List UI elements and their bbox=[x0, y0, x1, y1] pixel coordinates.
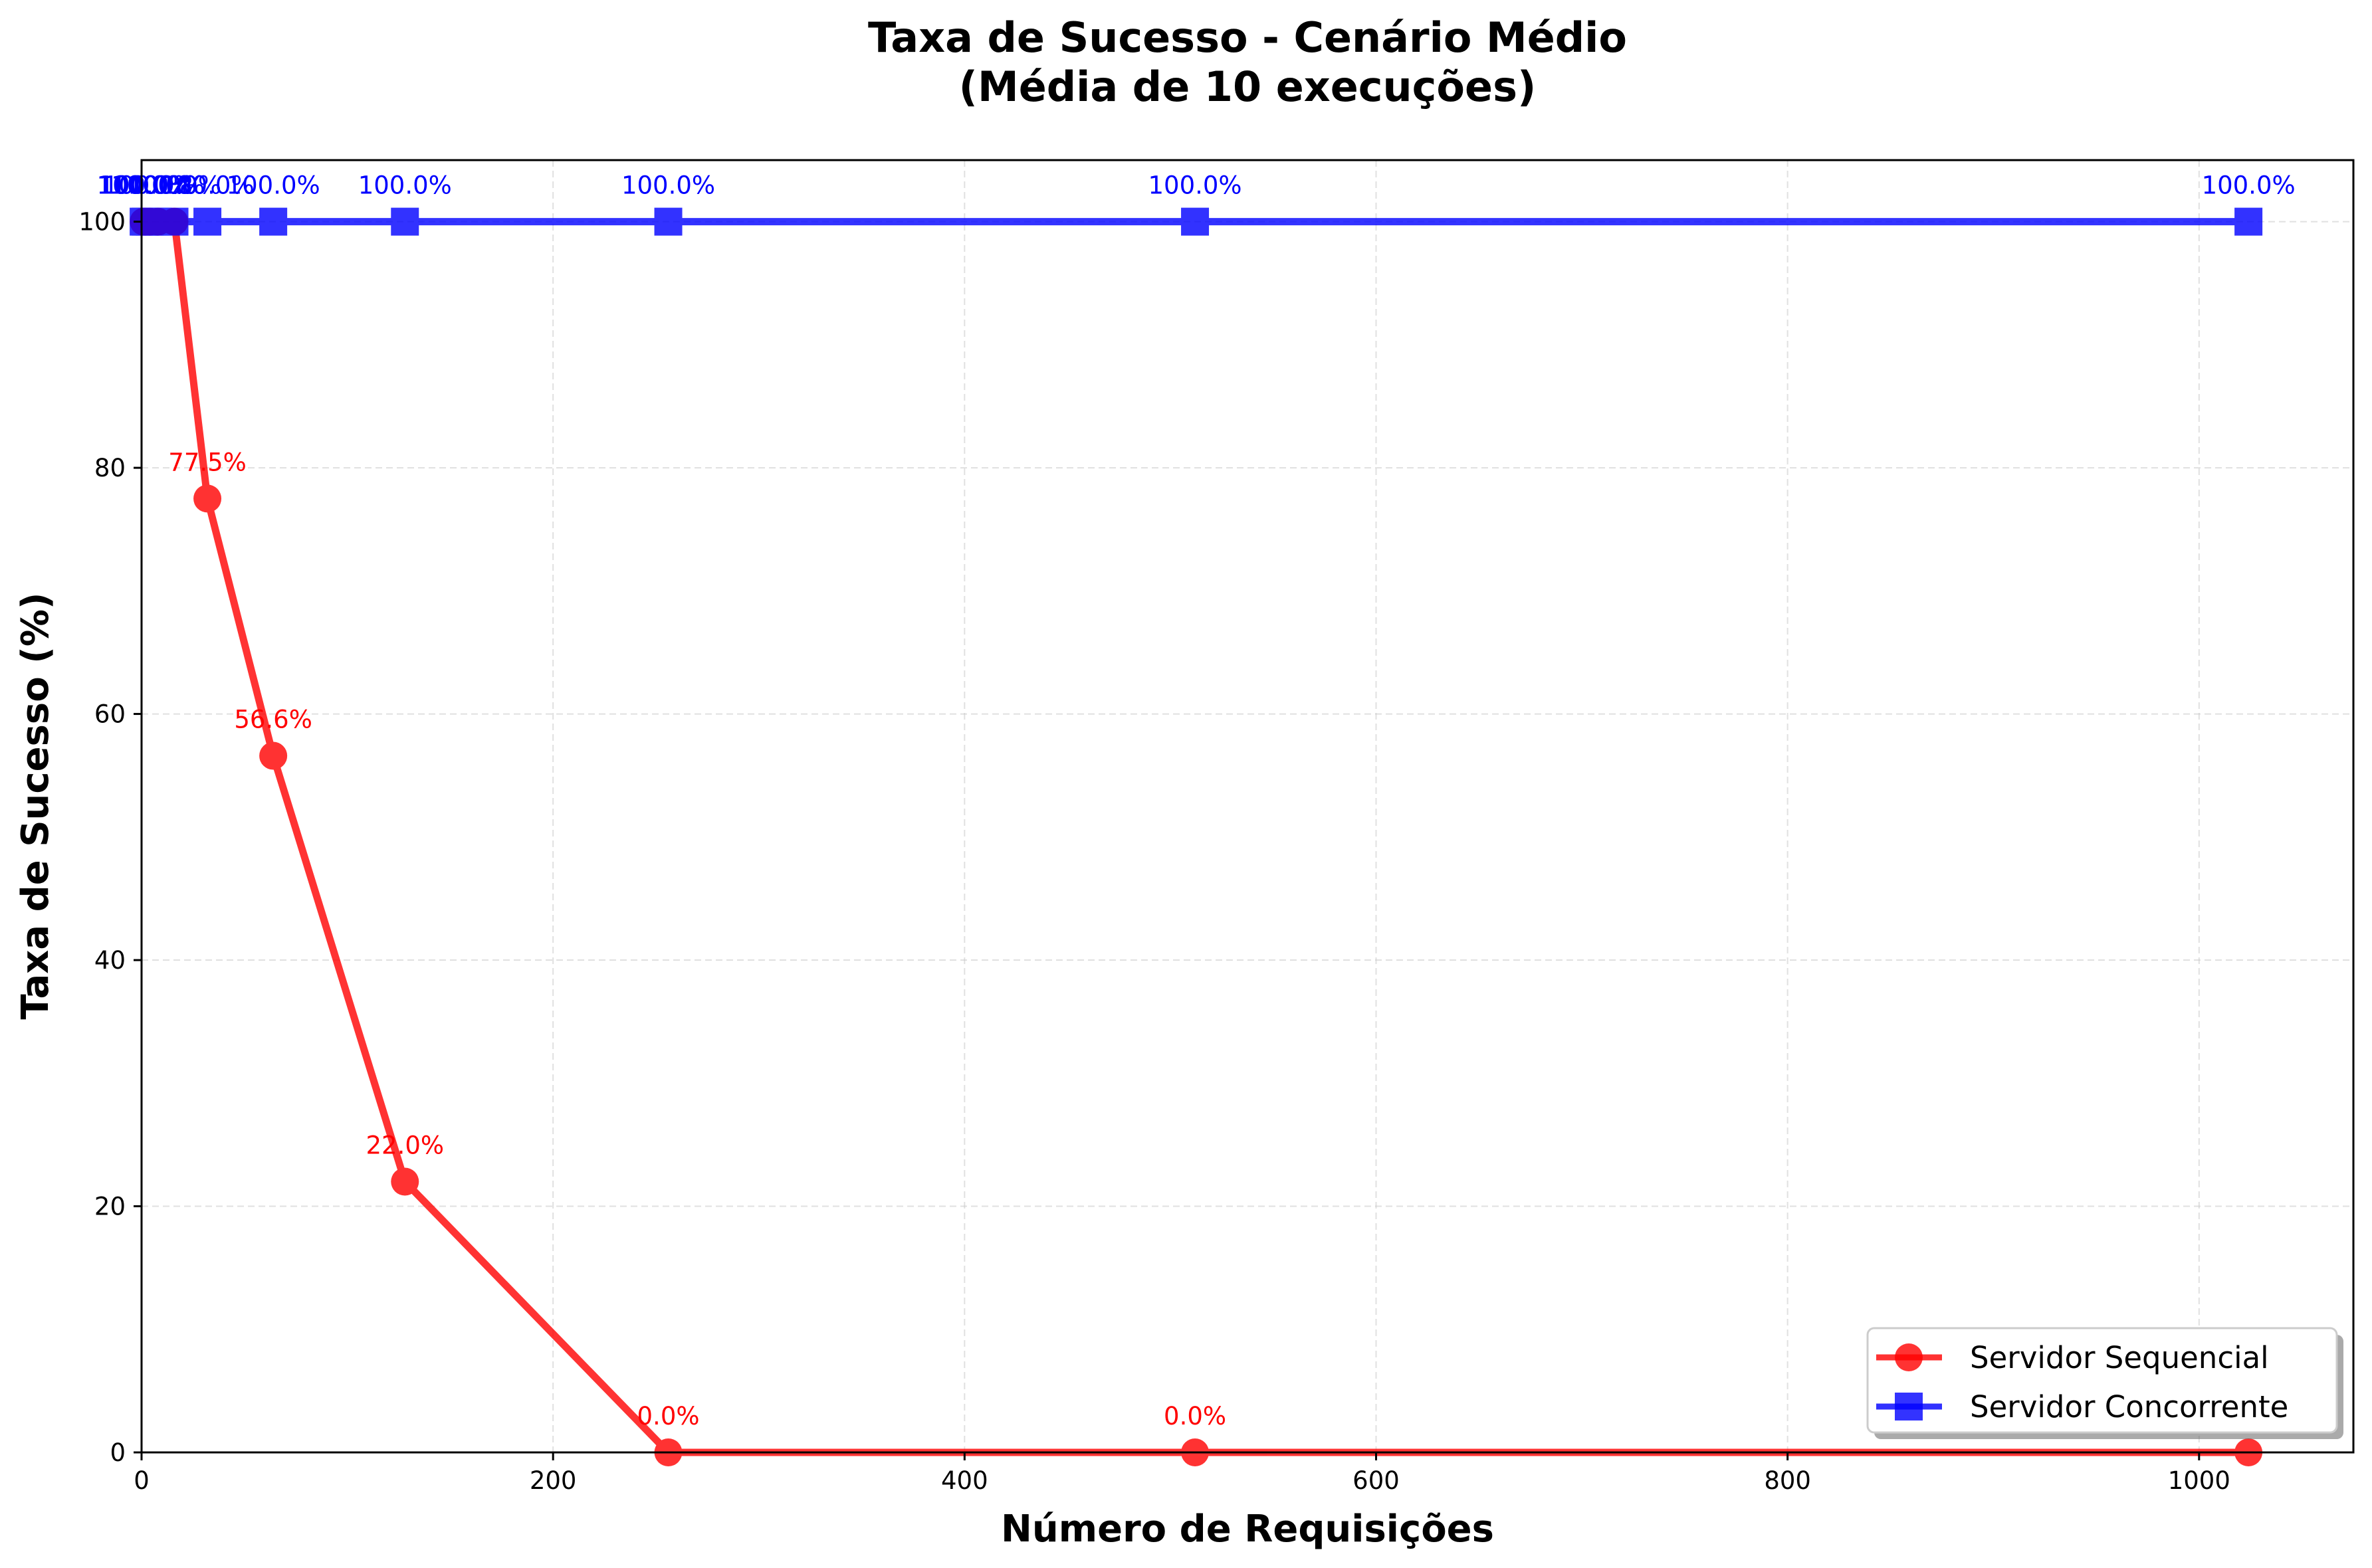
data-point bbox=[160, 207, 189, 236]
y-tick-label: 40 bbox=[94, 946, 126, 975]
data-label: 0.0% bbox=[1164, 1402, 1226, 1430]
data-label: 100.0% bbox=[99, 171, 193, 200]
data-label: 100.0% bbox=[161, 171, 255, 200]
x-tick-label: 400 bbox=[941, 1466, 988, 1495]
legend: Servidor Sequencial Servidor Concorrente bbox=[1866, 1327, 2343, 1439]
data-point bbox=[259, 207, 288, 236]
legend-box bbox=[1866, 1327, 2338, 1434]
data-label: 100.0% bbox=[111, 171, 205, 200]
data-label: 56.6% bbox=[234, 706, 312, 734]
data-point bbox=[2234, 207, 2263, 236]
legend-marker-sequencial bbox=[1895, 1343, 1923, 1371]
y-tick-label: 20 bbox=[94, 1193, 126, 1221]
x-tick-label: 600 bbox=[1352, 1466, 1400, 1495]
y-tick-label: 60 bbox=[94, 700, 126, 729]
data-label: 100.0% bbox=[1148, 171, 1242, 200]
data-point bbox=[259, 741, 288, 770]
chart-title: Taxa de Sucesso - Cenário Médio bbox=[868, 13, 1627, 62]
x-tick-label: 1000 bbox=[2168, 1466, 2230, 1495]
y-tick-label: 100 bbox=[78, 208, 126, 237]
data-point bbox=[1181, 207, 1210, 236]
data-point bbox=[391, 207, 419, 236]
x-tick-label: 200 bbox=[530, 1466, 577, 1495]
data-label: 77.5% bbox=[168, 448, 247, 476]
x-axis-label: Número de Requisições bbox=[1001, 1508, 1494, 1551]
data-label: 22.0% bbox=[366, 1131, 444, 1159]
data-label: 100.0% bbox=[128, 171, 221, 200]
data-label: 100.0% bbox=[103, 171, 197, 200]
data-point bbox=[654, 207, 683, 236]
axis-ticks: 0 200 400 600 800 1000 0 20 40 60 80 100 bbox=[78, 208, 2230, 1495]
data-point bbox=[193, 484, 222, 513]
data-point bbox=[193, 207, 222, 236]
data-label: 100.0% bbox=[97, 171, 191, 200]
x-tick-label: 0 bbox=[134, 1466, 150, 1495]
legend-label-sequencial: Servidor Sequencial bbox=[1970, 1340, 2269, 1375]
y-tick-label: 0 bbox=[110, 1438, 126, 1467]
data-label: 100.0% bbox=[358, 171, 452, 200]
legend-marker-concorrente bbox=[1895, 1393, 1923, 1421]
plot-area-frame bbox=[140, 159, 2355, 1454]
y-axis-label: Taxa de Sucesso (%) bbox=[14, 592, 57, 1019]
data-label: 100.0% bbox=[2202, 171, 2296, 200]
legend-label-concorrente: Servidor Concorrente bbox=[1970, 1389, 2288, 1424]
y-tick-label: 80 bbox=[94, 454, 126, 482]
data-label: 0.0% bbox=[637, 1402, 700, 1430]
data-labels: 77.5%56.6%22.0%0.0% 0.0%100.0%100.0%100.0… bbox=[97, 171, 2296, 1430]
x-tick-label: 800 bbox=[1764, 1466, 1811, 1495]
data-label: 100.0% bbox=[621, 171, 715, 200]
chart-subtitle: (Média de 10 execuções) bbox=[959, 62, 1537, 111]
data-label: 100.0% bbox=[227, 171, 320, 200]
data-point bbox=[391, 1167, 419, 1196]
